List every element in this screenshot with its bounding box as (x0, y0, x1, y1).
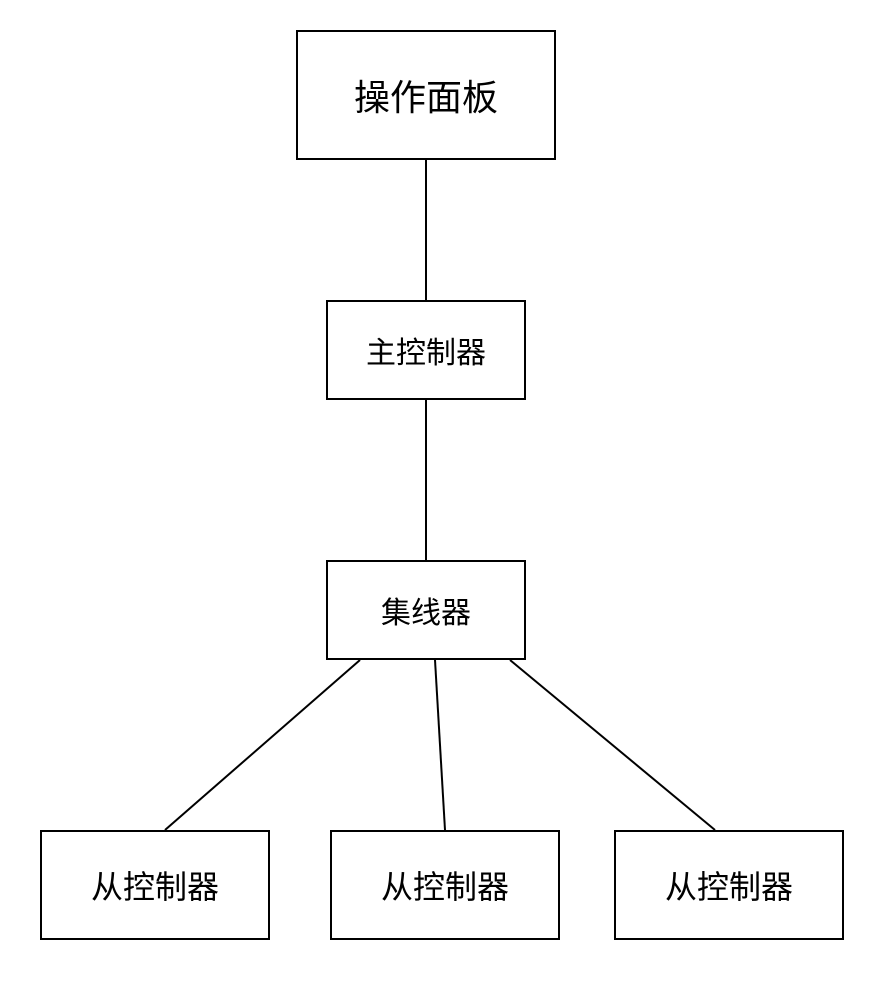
node-panel: 操作面板 (296, 30, 556, 160)
node-main-controller-label: 主控制器 (366, 328, 486, 372)
node-hub-label: 集线器 (381, 588, 471, 632)
node-hub: 集线器 (326, 560, 526, 660)
node-panel-label: 操作面板 (354, 69, 498, 121)
node-main-controller: 主控制器 (326, 300, 526, 400)
node-slave1-label: 从控制器 (91, 862, 219, 908)
node-slave3: 从控制器 (614, 830, 844, 940)
node-slave2-label: 从控制器 (381, 862, 509, 908)
node-slave1: 从控制器 (40, 830, 270, 940)
edge-hub-slave3 (510, 660, 715, 830)
node-slave2: 从控制器 (330, 830, 560, 940)
node-slave3-label: 从控制器 (665, 862, 793, 908)
edge-hub-slave1 (165, 660, 360, 830)
edge-hub-slave2 (435, 660, 445, 830)
